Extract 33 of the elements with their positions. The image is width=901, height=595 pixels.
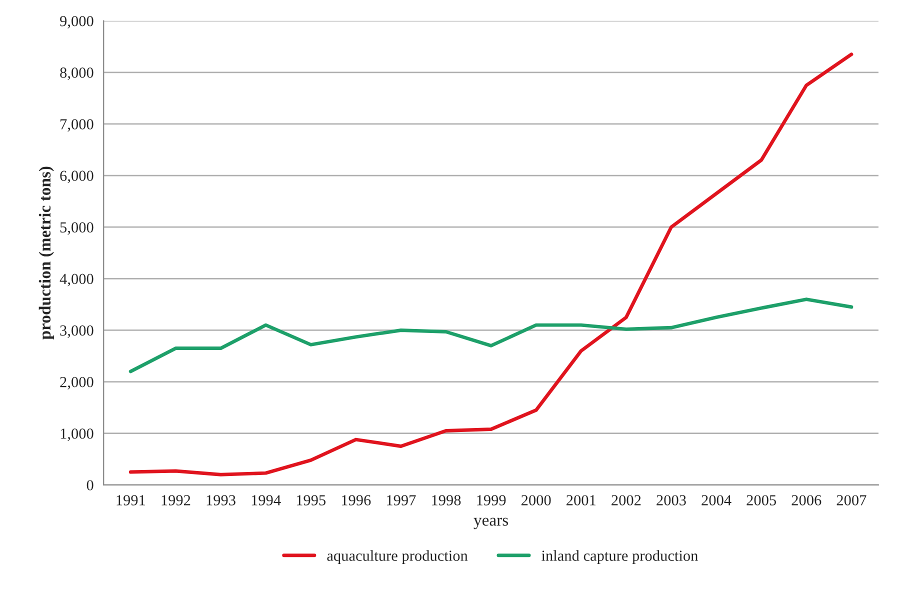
y-tick-label: 2,000	[60, 376, 94, 390]
x-tick-label: 2000	[521, 495, 551, 506]
y-axis-title: production (metric tons)	[38, 166, 54, 340]
y-tick-label: 9,000	[60, 16, 94, 28]
y-tick-label: 4,000	[60, 274, 94, 286]
x-tick-label: 2005	[746, 495, 776, 506]
x-tick-label: 2003	[656, 495, 686, 506]
x-tick-label: 1998	[432, 495, 461, 506]
line-series	[128, 298, 854, 374]
y-tick-label: 3,000	[60, 325, 94, 338]
x-tick-label: 1995	[296, 495, 326, 506]
x-tick-label: 2001	[566, 495, 596, 506]
x-axis-title: years	[474, 518, 508, 530]
x-tick-label: 1999	[477, 495, 506, 506]
line-series	[128, 52, 854, 476]
x-tick-label: 2006	[792, 495, 822, 506]
x-tick-label: 1997	[387, 495, 416, 506]
y-tick-label: 8,000	[60, 68, 94, 80]
y-tick-label: 5,000	[60, 222, 94, 235]
y-tick-label: 7,000	[60, 119, 94, 132]
x-tick-label: 1993	[206, 495, 236, 506]
legend-label: aquaculture production	[327, 550, 468, 564]
y-tick-label: 0	[86, 480, 94, 490]
x-tick-label: 1994	[252, 495, 281, 506]
legend-label: inland capture production	[542, 550, 698, 564]
x-tick-label: 2002	[612, 495, 641, 506]
x-tick-label: 1992	[162, 495, 190, 506]
y-tick-label: 6,000	[60, 170, 94, 184]
x-tick-label: 1991	[116, 495, 146, 506]
x-tick-label: 1996	[342, 495, 371, 506]
x-tick-label: 2004	[702, 495, 732, 506]
x-tick-label: 2007	[836, 495, 866, 506]
y-tick-label: 1,000	[60, 428, 94, 442]
